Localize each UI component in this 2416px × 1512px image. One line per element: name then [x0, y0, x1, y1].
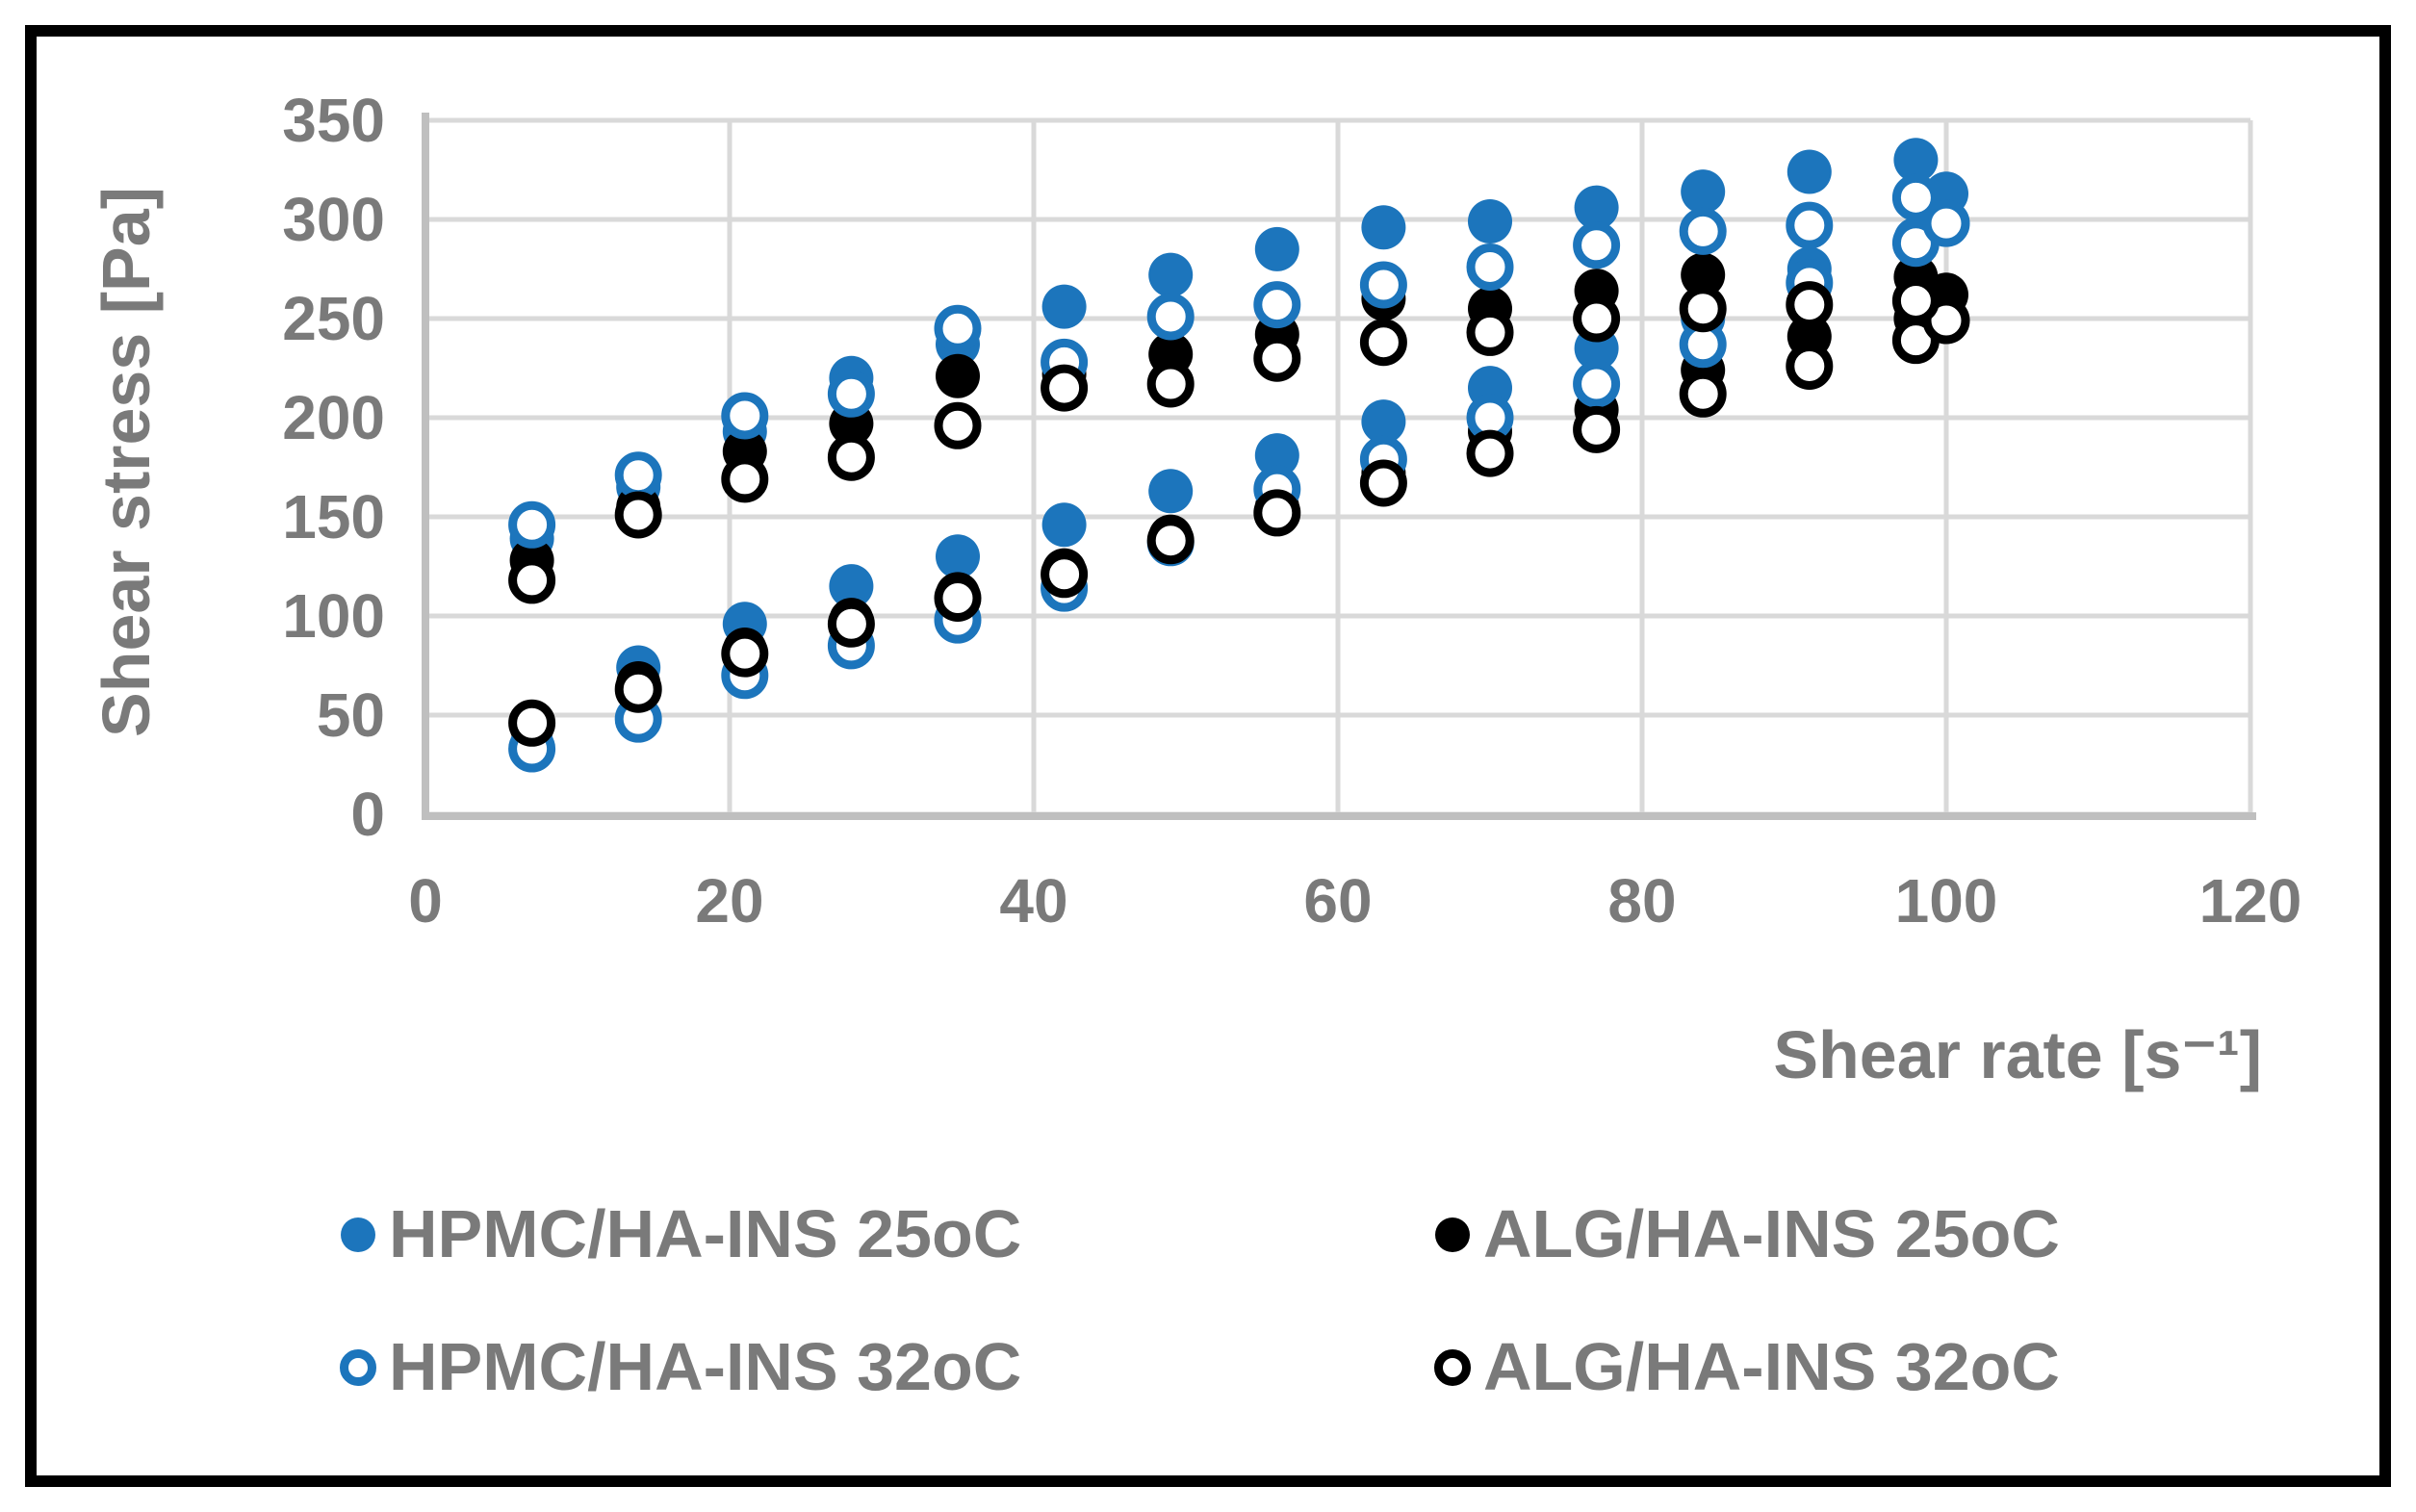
- open-black-circle-icon: [1434, 1349, 1471, 1386]
- data-point-series0-up: [1041, 502, 1087, 548]
- data-point-series0-down: [1361, 205, 1406, 250]
- x-tick-label: 120: [2199, 866, 2302, 935]
- data-point-series0-up: [936, 534, 980, 579]
- open-blue-circle-icon: [340, 1349, 376, 1386]
- data-point-series0-down: [1148, 252, 1194, 297]
- x-tick-label: 100: [1895, 866, 1998, 935]
- data-point-series3-down: [1359, 319, 1407, 367]
- data-point-series3-down: [1253, 334, 1301, 382]
- data-point-series2-up: [1573, 360, 1621, 408]
- y-tick-label: 150: [282, 482, 385, 551]
- data-point-series3-up: [1146, 517, 1195, 565]
- data-point-series2-down: [827, 370, 875, 418]
- data-point-series3-up: [1786, 342, 1834, 390]
- data-point-series0-down: [1574, 185, 1619, 230]
- legend-item-alg-25: ALG/HA-INS 25oC: [1435, 1196, 2060, 1271]
- data-point-series3-down: [614, 491, 662, 539]
- data-point-series0-up: [1254, 433, 1299, 478]
- data-point-series2-down: [934, 304, 982, 352]
- filled-blue-circle-icon: [341, 1217, 375, 1252]
- data-point-series3-up: [1041, 551, 1089, 599]
- data-point-series3-down: [1891, 276, 1940, 324]
- data-point-series3-down: [1466, 308, 1514, 356]
- data-point-series2-down: [1786, 201, 1834, 249]
- data-point-series3-down: [1786, 281, 1834, 329]
- data-point-series2-down: [1253, 281, 1301, 329]
- data-point-series3-down: [1679, 285, 1727, 333]
- data-point-series2-down: [508, 500, 556, 549]
- x-axis-title: Shear rate [s⁻¹]: [1773, 1017, 2262, 1092]
- data-point-series2-down: [1679, 207, 1727, 255]
- x-axis-tick-labels: 0 20 40 60 80 100 120: [408, 866, 2301, 935]
- data-point-series3-up: [721, 629, 769, 678]
- data-point-series2-down: [721, 392, 769, 440]
- data-point-series3-up: [614, 665, 662, 713]
- chart-legend: HPMC/HA-INS 25oC ALG/HA-INS 25oC HPMC/HA…: [340, 1196, 2060, 1404]
- data-point-series1-down: [1681, 252, 1726, 297]
- x-tick-label: 80: [1607, 866, 1676, 935]
- gridlines: [423, 117, 2253, 817]
- data-point-series0-down: [1681, 169, 1726, 215]
- x-tick-label: 20: [695, 866, 763, 935]
- data-point-series0-up: [829, 564, 874, 609]
- data-point-series3-up: [1359, 459, 1407, 507]
- data-point-series3-down: [508, 556, 556, 604]
- legend-label: ALG/HA-INS 32oC: [1483, 1329, 2060, 1404]
- x-tick-label: 0: [408, 866, 443, 935]
- y-tick-label: 250: [282, 284, 385, 353]
- data-point-series0-up: [1361, 399, 1406, 445]
- y-tick-label: 300: [282, 185, 385, 254]
- data-point-series2-up: [1922, 199, 1970, 247]
- axis-lines: [422, 113, 2256, 820]
- legend-item-hpmc-32: HPMC/HA-INS 32oC: [340, 1329, 1021, 1404]
- data-point-series3-up: [1679, 370, 1727, 418]
- data-point-series2-down: [614, 451, 662, 500]
- data-point-series3-down: [827, 433, 875, 481]
- data-point-series3-down: [1146, 360, 1195, 408]
- data-point-series2-down: [1359, 261, 1407, 309]
- data-points: [508, 138, 1970, 773]
- legend-item-alg-32: ALG/HA-INS 32oC: [1434, 1329, 2060, 1404]
- data-point-series3-up: [1466, 429, 1514, 477]
- x-tick-label: 40: [999, 866, 1067, 935]
- y-tick-label: 200: [282, 383, 385, 452]
- y-axis-title: Shear stress [Pa]: [89, 187, 164, 737]
- data-point-series0-down: [1254, 226, 1299, 271]
- data-point-series3-up: [1573, 405, 1621, 453]
- data-point-series0-down: [1786, 149, 1832, 194]
- data-point-series3-up: [508, 699, 556, 747]
- data-point-series2-down: [1466, 243, 1514, 291]
- legend-label: ALG/HA-INS 25oC: [1483, 1196, 2060, 1271]
- data-point-series2-down: [1146, 293, 1195, 341]
- data-point-series3-up: [1253, 489, 1301, 537]
- data-point-series3-down: [1573, 295, 1621, 343]
- data-point-series1-down: [936, 353, 980, 398]
- data-point-series0-down: [1041, 284, 1087, 329]
- data-point-series3-down: [721, 455, 769, 503]
- data-point-series2-down: [1573, 221, 1621, 269]
- data-point-series0-down: [1468, 199, 1512, 244]
- x-tick-label: 60: [1303, 866, 1372, 935]
- filled-black-circle-icon: [1435, 1217, 1470, 1252]
- y-tick-label: 350: [282, 86, 385, 155]
- y-tick-label: 50: [317, 680, 385, 750]
- y-tick-label: 100: [282, 581, 385, 651]
- data-point-series3-down: [934, 401, 982, 449]
- data-point-series0-down: [1893, 138, 1939, 183]
- data-point-series0-up: [1148, 469, 1194, 514]
- data-point-series3-up: [827, 600, 875, 648]
- y-axis-tick-labels: 0 50 100 150 200 250 300 350: [282, 86, 385, 849]
- legend-item-hpmc-25: HPMC/HA-INS 25oC: [341, 1196, 1021, 1271]
- data-point-series3-up: [934, 574, 982, 622]
- legend-label: HPMC/HA-INS 32oC: [389, 1329, 1021, 1404]
- data-point-series3-down: [1041, 364, 1089, 412]
- y-tick-label: 0: [350, 780, 385, 849]
- data-point-series2-down: [1891, 173, 1940, 221]
- legend-label: HPMC/HA-INS 25oC: [389, 1196, 1021, 1271]
